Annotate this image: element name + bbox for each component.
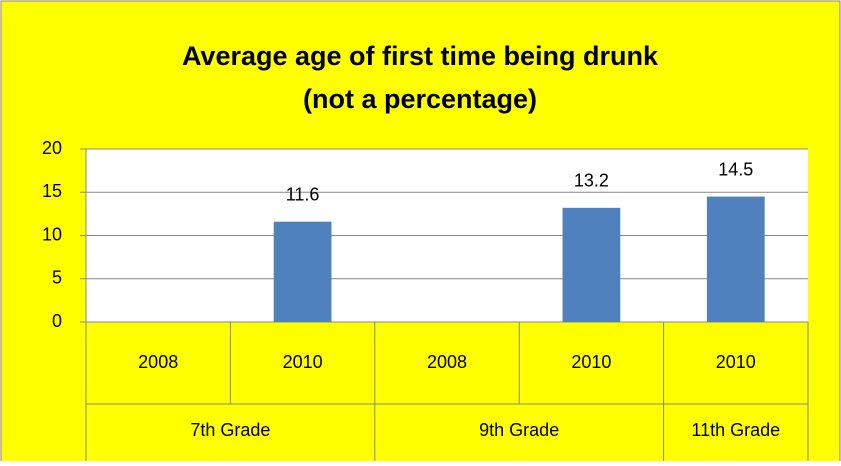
x-tick-label: 2008: [138, 352, 178, 372]
bar: [273, 221, 332, 322]
chart-title: Average age of first time being drunk: [182, 41, 659, 71]
y-tick-label: 20: [42, 138, 62, 158]
bar: [562, 207, 621, 322]
x-tick-label: 2010: [283, 352, 323, 372]
bar: [706, 196, 765, 322]
data-label: 11.6: [286, 184, 320, 204]
data-label: 13.2: [574, 171, 609, 191]
y-tick-label: 10: [42, 224, 62, 244]
group-label: 11th Grade: [691, 420, 780, 440]
data-label: 14.5: [718, 159, 753, 179]
chart-title: (not a percentage): [303, 84, 537, 114]
y-tick-label: 15: [42, 181, 62, 201]
x-tick-label: 2010: [571, 352, 611, 372]
y-tick-label: 5: [52, 268, 62, 288]
y-tick-label: 0: [52, 311, 62, 331]
x-tick-label: 2010: [716, 352, 756, 372]
group-label: 7th Grade: [190, 420, 270, 440]
x-tick-label: 2008: [427, 352, 467, 372]
group-label: 9th Grade: [479, 420, 559, 440]
